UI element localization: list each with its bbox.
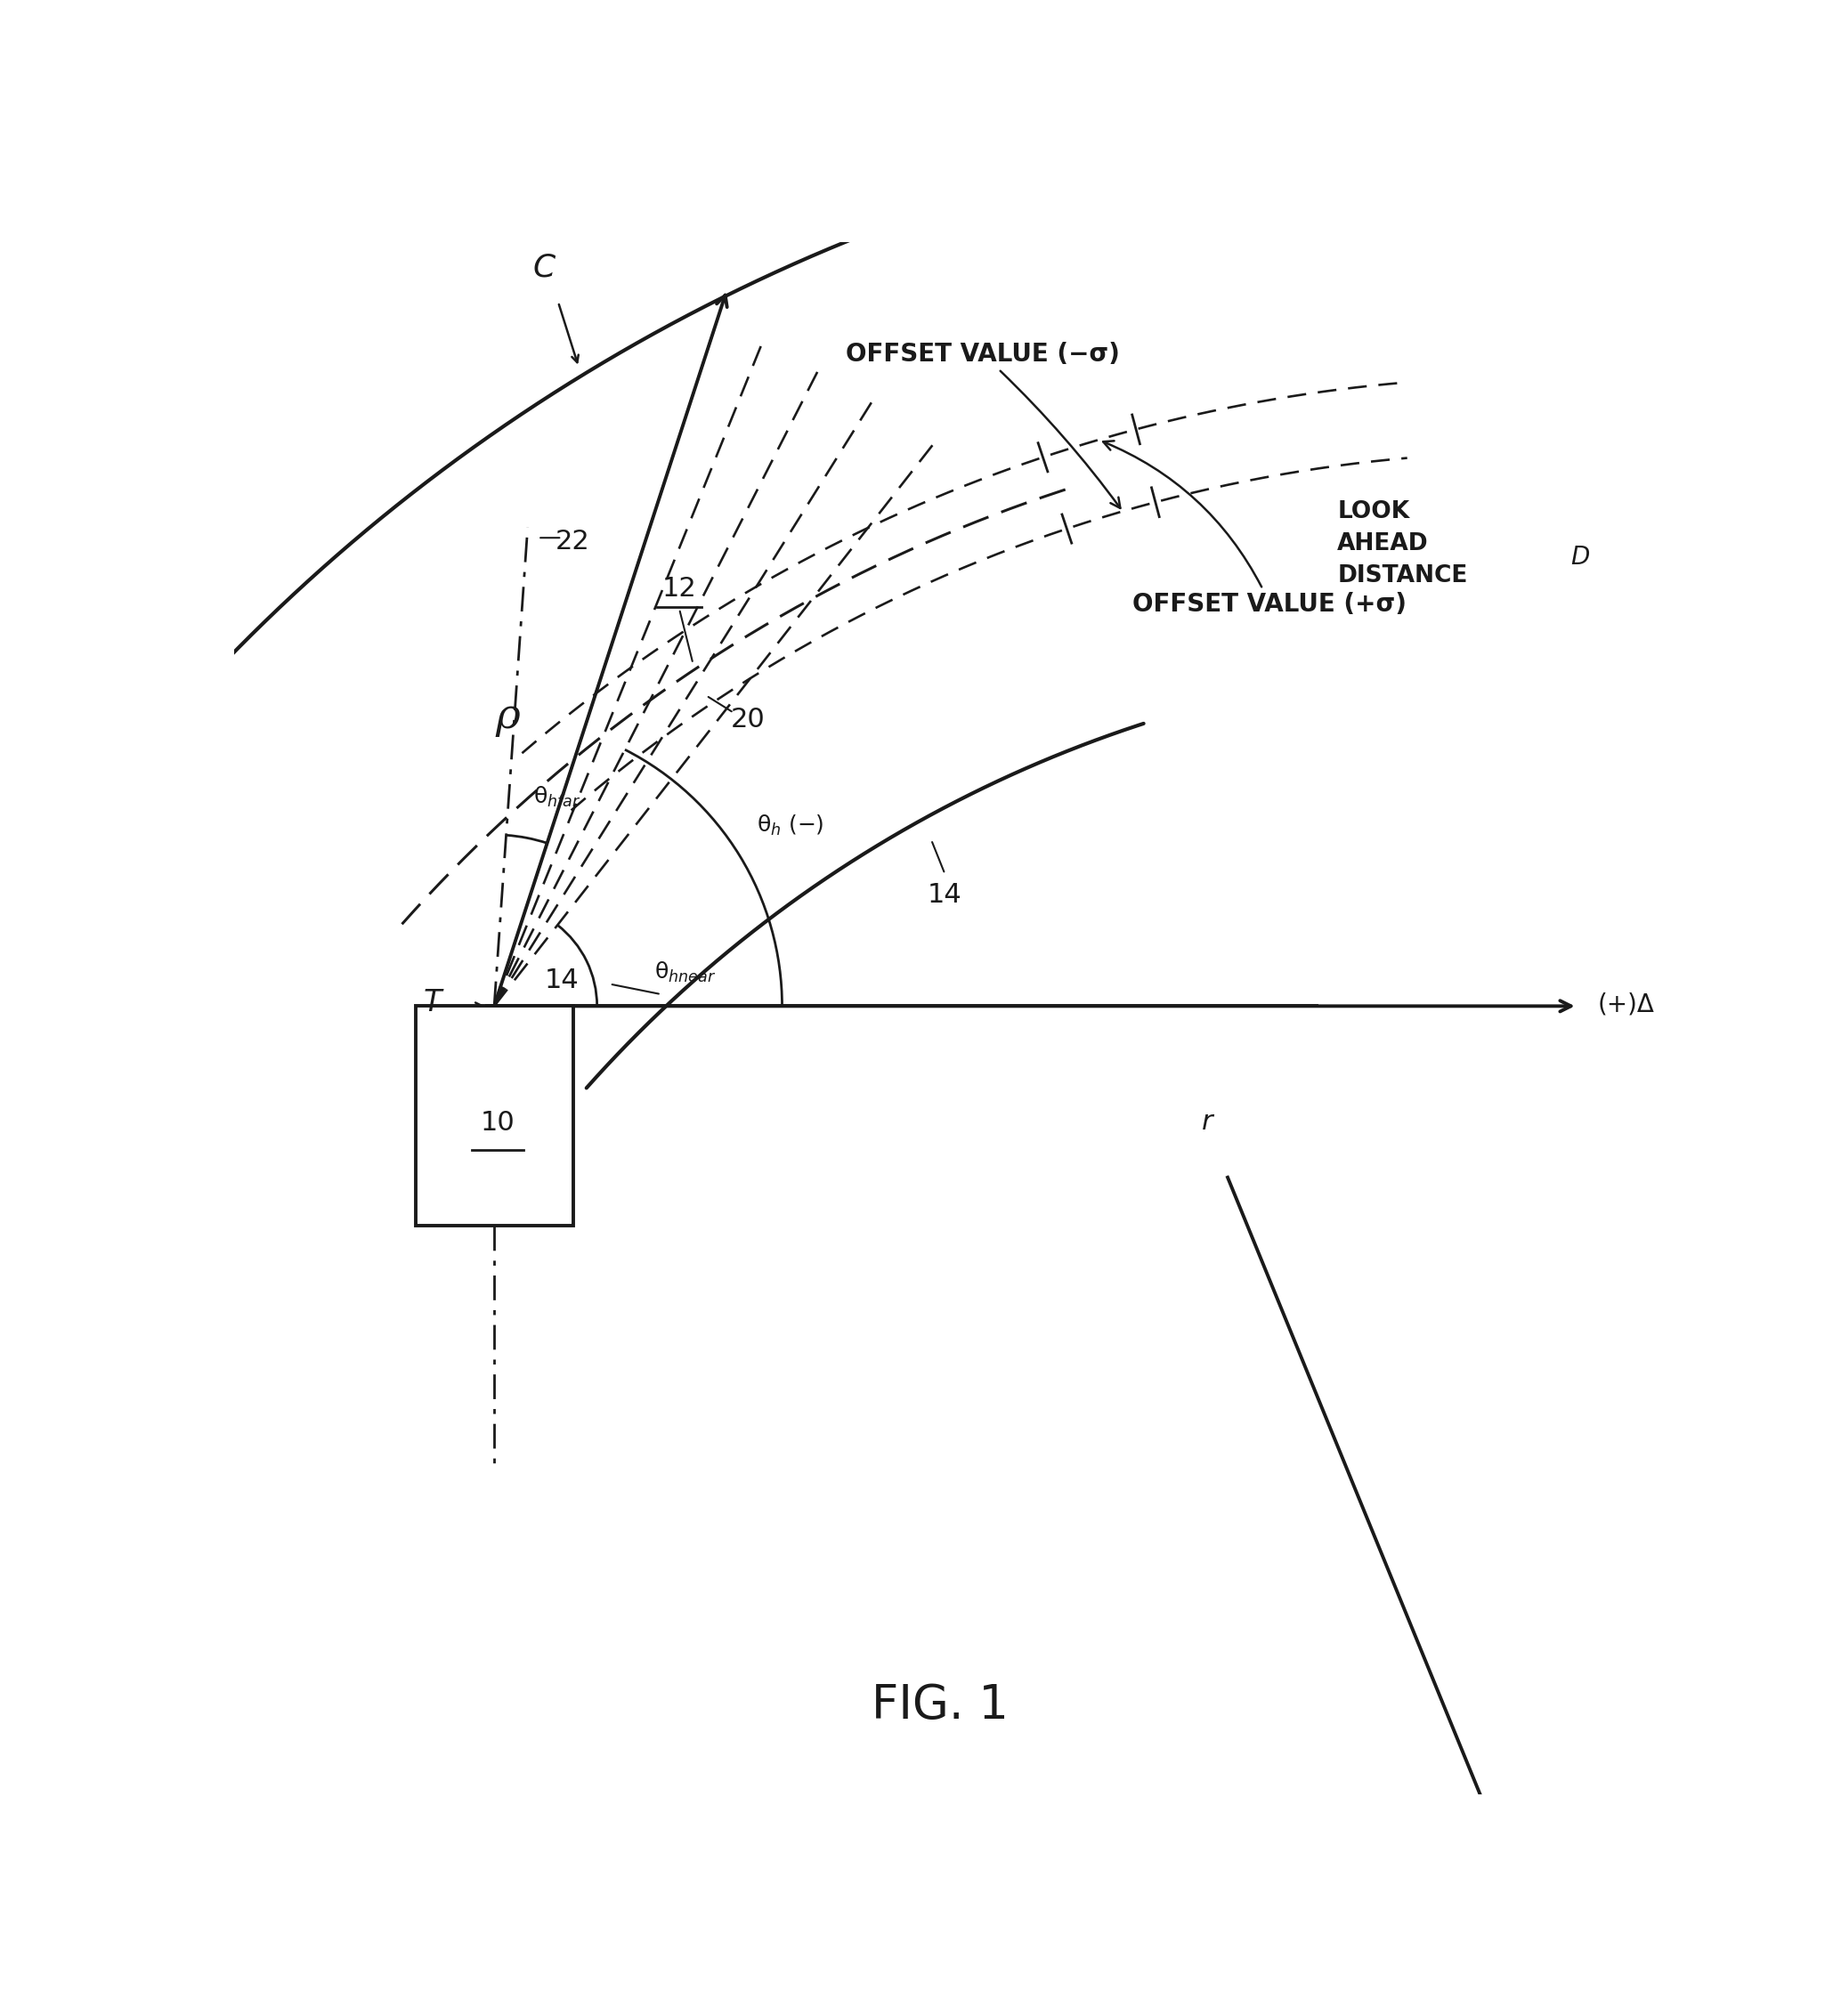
Text: 12: 12 (662, 577, 697, 603)
Text: θ$_{hfar}$: θ$_{hfar}$ (533, 786, 581, 810)
Text: θ$_{hnear}$: θ$_{hnear}$ (654, 960, 717, 984)
Text: 14: 14 (927, 881, 962, 907)
Text: θ$_h$ (−): θ$_h$ (−) (757, 812, 825, 837)
Text: C: C (533, 252, 555, 282)
Text: LOOK
AHEAD
DISTANCE: LOOK AHEAD DISTANCE (1338, 500, 1468, 587)
Text: 20: 20 (730, 708, 764, 732)
Text: 10: 10 (480, 1109, 515, 1135)
Text: 22: 22 (555, 528, 590, 554)
Text: D: D (1571, 544, 1589, 571)
Text: 14: 14 (544, 968, 579, 994)
Text: T: T (423, 988, 442, 1018)
Text: r: r (1201, 1109, 1213, 1135)
Text: FIG. 1: FIG. 1 (871, 1681, 1008, 1728)
Text: OFFSET VALUE (+σ): OFFSET VALUE (+σ) (1103, 442, 1408, 617)
Text: ρ: ρ (495, 696, 521, 736)
Text: OFFSET VALUE (−σ): OFFSET VALUE (−σ) (845, 343, 1120, 508)
Text: (+)Δ: (+)Δ (1598, 992, 1655, 1018)
Bar (416, 1006, 574, 1226)
